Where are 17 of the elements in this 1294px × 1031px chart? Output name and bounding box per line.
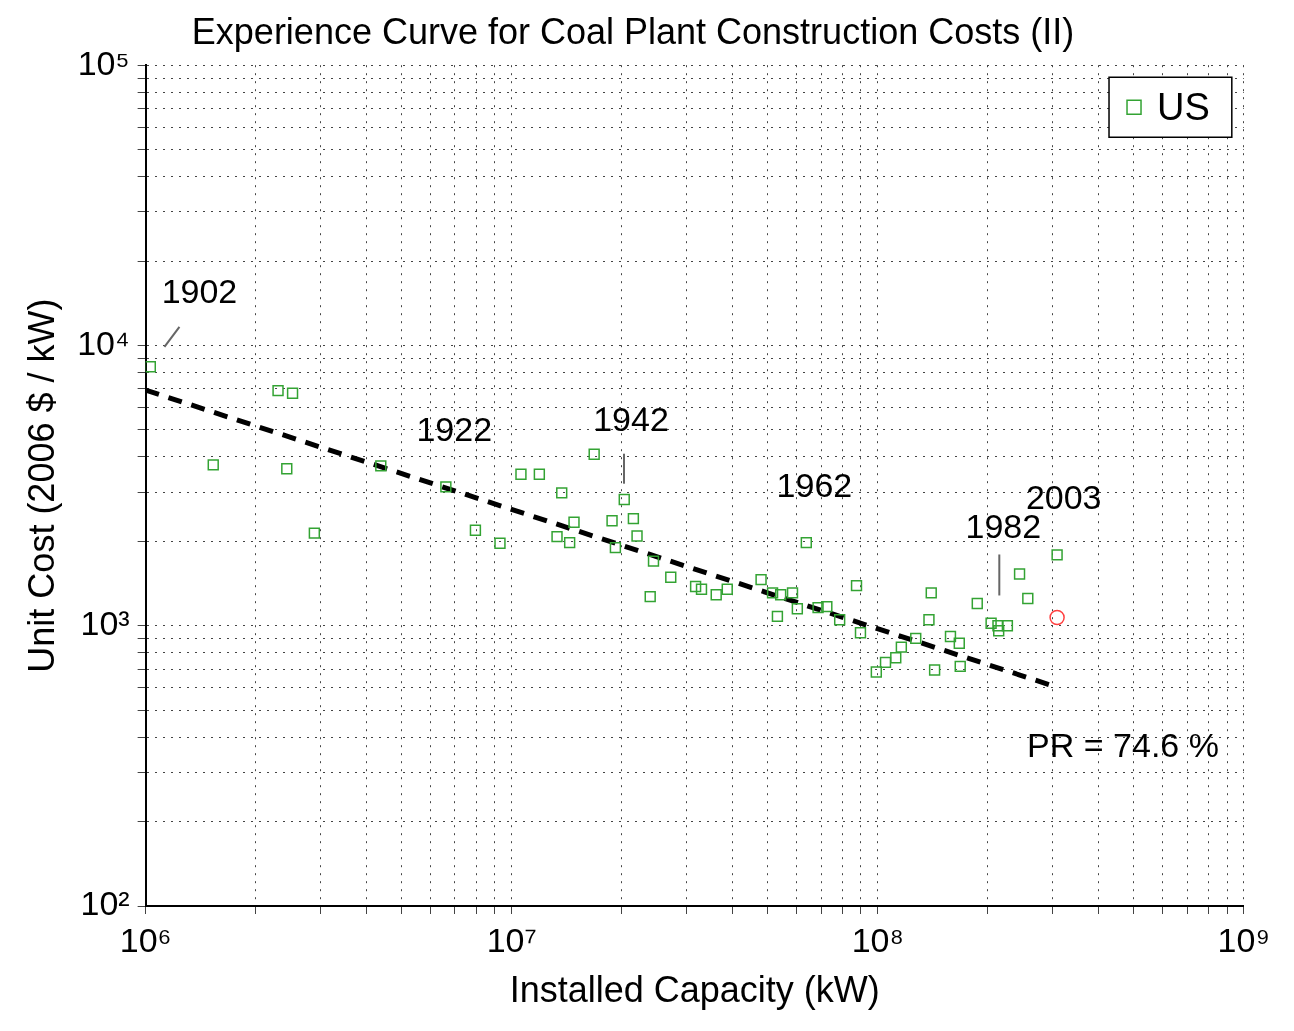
x-axis-title: Installed Capacity (kW) — [509, 969, 880, 1011]
x-tick-label: 10⁷ — [486, 920, 537, 959]
y-tick-label: 10³ — [80, 604, 130, 643]
x-tick-label: 10⁶ — [119, 920, 172, 959]
legend-label: US — [1157, 85, 1210, 128]
annotation: 1942 — [593, 400, 669, 439]
annotation: 1922 — [416, 410, 493, 449]
y-axis-title: Unit Cost (2006 $ / kW) — [20, 298, 62, 673]
y-tick-label: 10² — [80, 884, 130, 923]
x-tick-label: 10⁹ — [1217, 920, 1271, 959]
annotation: PR = 74.6 % — [1027, 726, 1219, 765]
x-tick-label: 10⁸ — [851, 920, 904, 959]
y-tick-label: 10⁴ — [77, 323, 130, 362]
chart-title: Experience Curve for Coal Plant Construction Costs (II) — [191, 10, 1075, 52]
annotation: 1902 — [161, 272, 238, 311]
y-tick-label: 10⁵ — [77, 43, 130, 82]
annotation: 1962 — [776, 465, 853, 504]
